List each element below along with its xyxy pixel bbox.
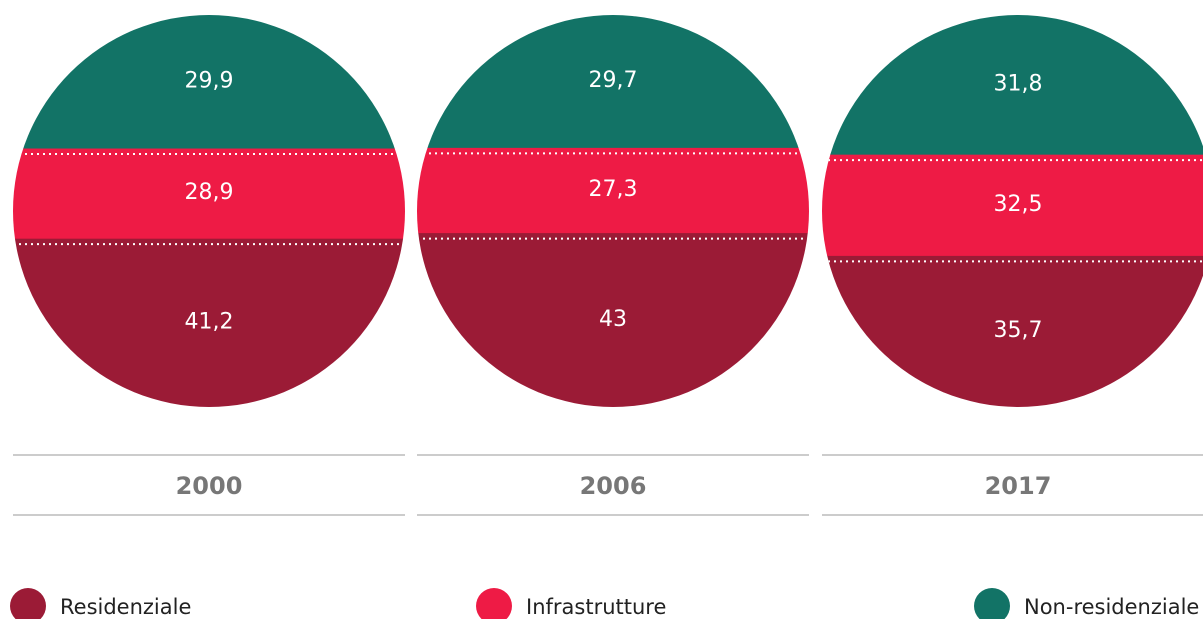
value-label: 43 xyxy=(599,307,627,332)
legend-label: Non-residenziale xyxy=(1024,595,1199,619)
year-label: 2017 xyxy=(985,472,1052,500)
value-label: 29,7 xyxy=(589,68,638,93)
legend-label: Residenziale xyxy=(60,595,191,619)
value-label: 28,9 xyxy=(185,180,234,205)
value-label: 41,2 xyxy=(185,310,234,335)
value-label: 27,3 xyxy=(589,177,638,202)
value-label: 29,9 xyxy=(185,69,234,94)
value-label: 35,7 xyxy=(994,318,1043,343)
legend-swatch xyxy=(10,588,46,619)
value-label: 31,8 xyxy=(994,72,1043,97)
value-label: 32,5 xyxy=(994,192,1043,217)
segment xyxy=(13,148,405,239)
legend-label: Infrastrutture xyxy=(526,595,666,619)
year-label: 2006 xyxy=(580,472,647,500)
legend-swatch xyxy=(974,588,1010,619)
segment xyxy=(417,147,809,234)
year-label: 2000 xyxy=(176,472,243,500)
segment xyxy=(822,154,1203,256)
legend-swatch xyxy=(476,588,512,619)
